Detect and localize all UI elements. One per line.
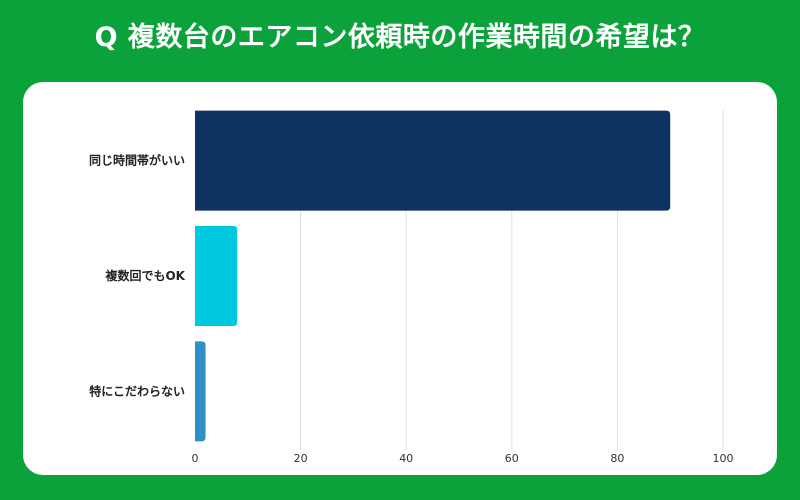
bar-1 [195, 226, 238, 326]
x-tick-label: 40 [399, 452, 413, 465]
page-title: Q 複数台のエアコン依頼時の作業時間の希望は？ [94, 22, 706, 53]
category-label: 特にこだわらない [89, 383, 185, 398]
bars [195, 110, 671, 442]
x-tick-label: 80 [610, 452, 624, 465]
x-tick-label: 60 [505, 452, 519, 465]
category-label: 複数回でもOK [104, 268, 185, 283]
x-tick-label: 100 [713, 452, 734, 465]
bar-2 [195, 341, 206, 442]
category-label: 同じ時間帯がいい [89, 153, 185, 168]
x-tick-labels: 0 20 40 60 80 100 [192, 452, 734, 465]
chart-card: 同じ時間帯がいい複数回でもOK 特にこだわらない 0 20 40 60 80 100 [23, 82, 777, 475]
x-tick-label: 0 [192, 452, 199, 465]
x-tick-label: 20 [294, 452, 308, 465]
bar-0 [195, 110, 671, 211]
